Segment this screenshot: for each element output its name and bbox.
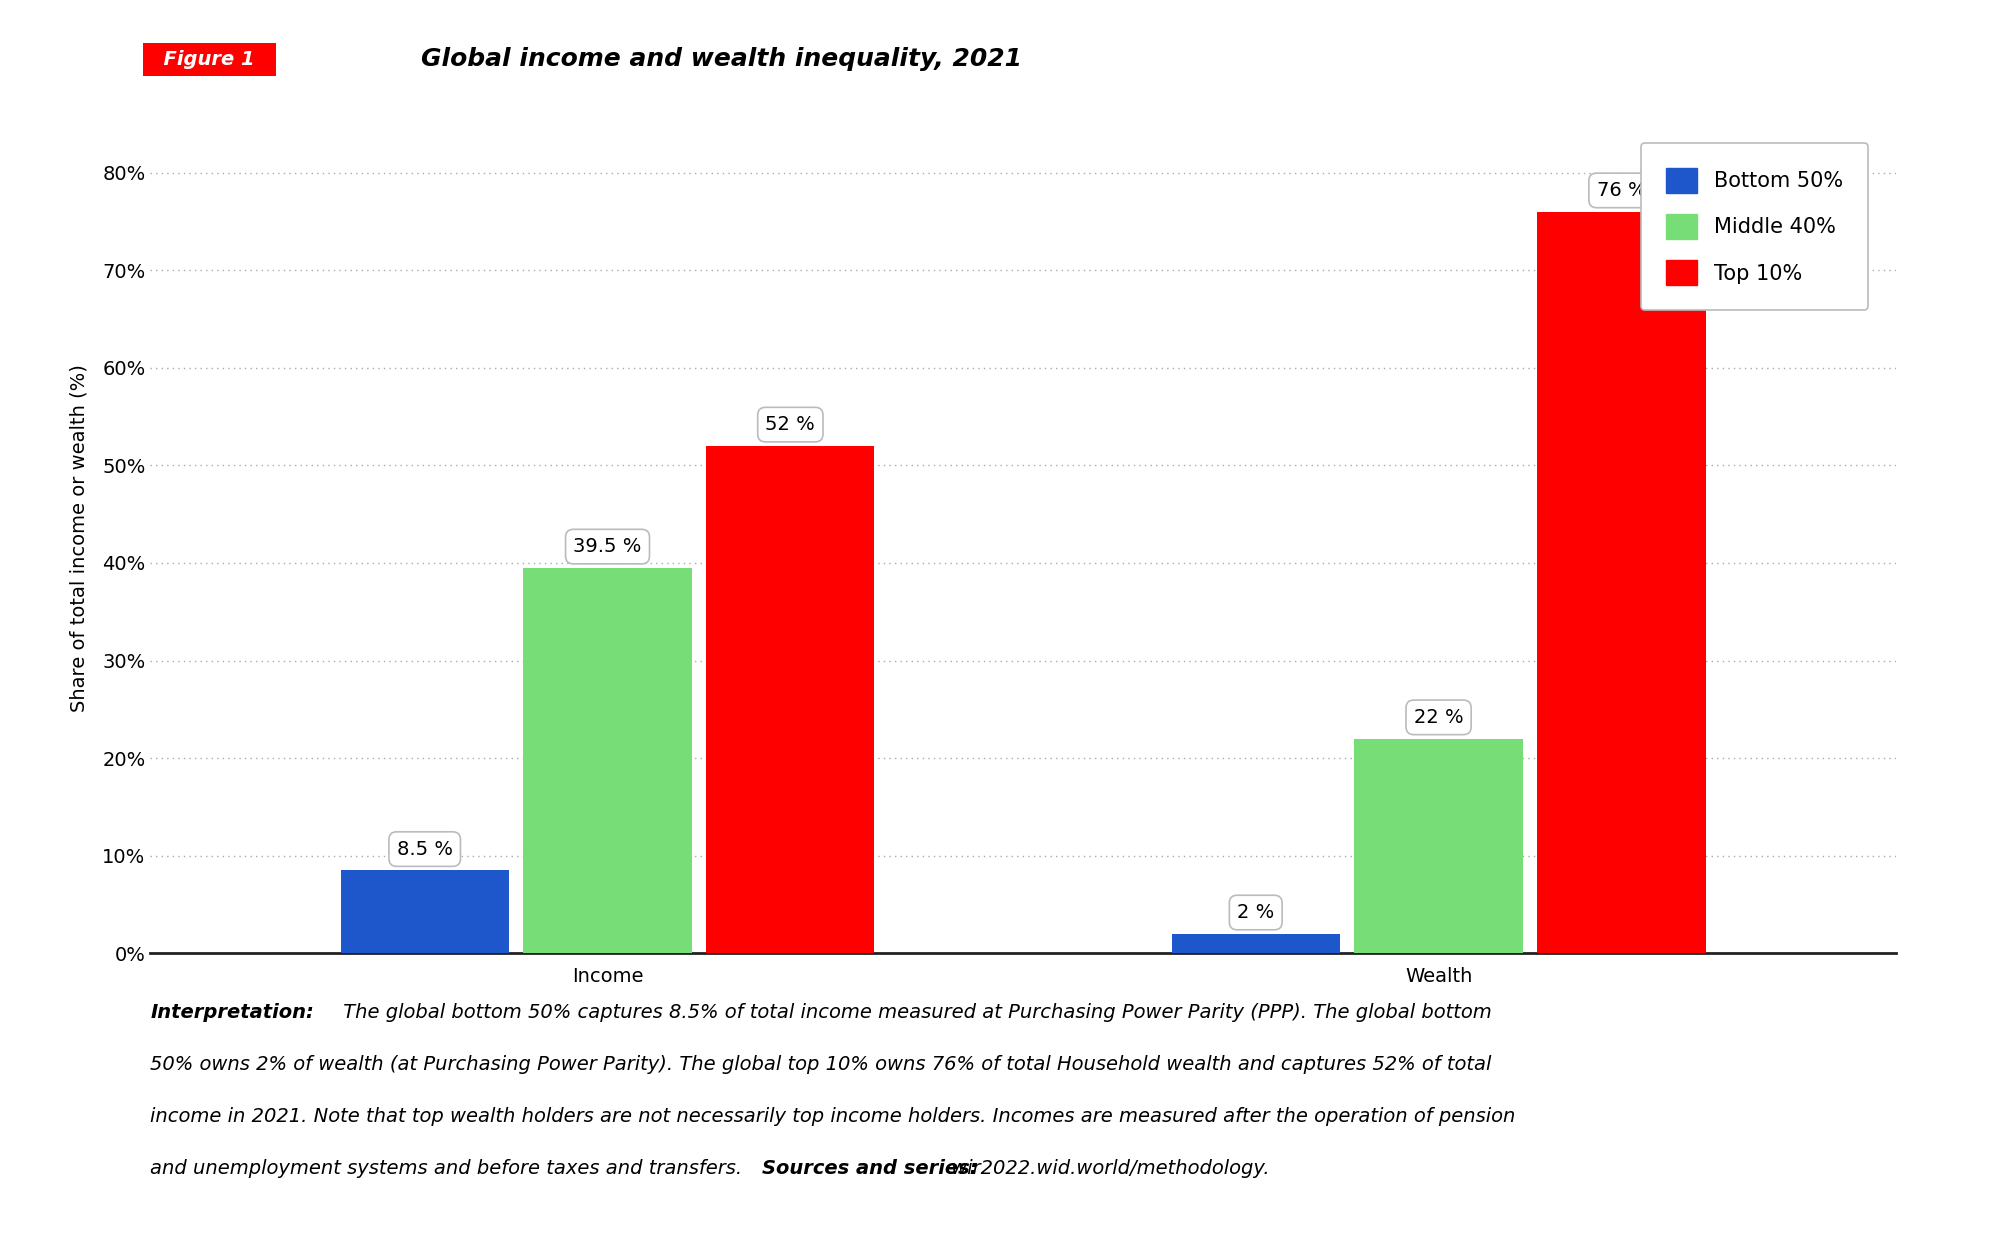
Y-axis label: Share of total income or wealth (%): Share of total income or wealth (%) bbox=[70, 365, 88, 712]
Bar bbox=[1353, 739, 1522, 953]
Bar bbox=[341, 870, 509, 953]
Text: Sources and series:: Sources and series: bbox=[762, 1159, 976, 1177]
Text: Global income and wealth inequality, 2021: Global income and wealth inequality, 202… bbox=[421, 47, 1023, 72]
Text: 50% owns 2% of wealth (at Purchasing Power Parity). The global top 10% owns 76% : 50% owns 2% of wealth (at Purchasing Pow… bbox=[150, 1055, 1492, 1073]
Bar bbox=[1171, 933, 1339, 953]
Text: and unemployment systems and before taxes and transfers.: and unemployment systems and before taxe… bbox=[150, 1159, 748, 1177]
Text: The global bottom 50% captures 8.5% of total income measured at Purchasing Power: The global bottom 50% captures 8.5% of t… bbox=[337, 1003, 1492, 1021]
Text: 8.5 %: 8.5 % bbox=[397, 839, 453, 859]
Text: 22 %: 22 % bbox=[1414, 708, 1464, 727]
Legend: Bottom 50%, Middle 40%, Top 10%: Bottom 50%, Middle 40%, Top 10% bbox=[1640, 142, 1867, 311]
Text: Figure 1: Figure 1 bbox=[150, 50, 269, 69]
Text: 52 %: 52 % bbox=[766, 415, 814, 435]
Bar bbox=[706, 446, 874, 953]
Text: wir2022.wid.world/methodology.: wir2022.wid.world/methodology. bbox=[944, 1159, 1269, 1177]
Text: income in 2021. Note that top wealth holders are not necessarily top income hold: income in 2021. Note that top wealth hol… bbox=[150, 1107, 1516, 1125]
Text: 2 %: 2 % bbox=[1237, 903, 1273, 922]
Text: 76 %: 76 % bbox=[1596, 181, 1646, 199]
Text: Interpretation:: Interpretation: bbox=[150, 1003, 315, 1021]
Bar bbox=[523, 568, 692, 953]
Text: 39.5 %: 39.5 % bbox=[573, 537, 642, 556]
Bar bbox=[1536, 212, 1704, 953]
